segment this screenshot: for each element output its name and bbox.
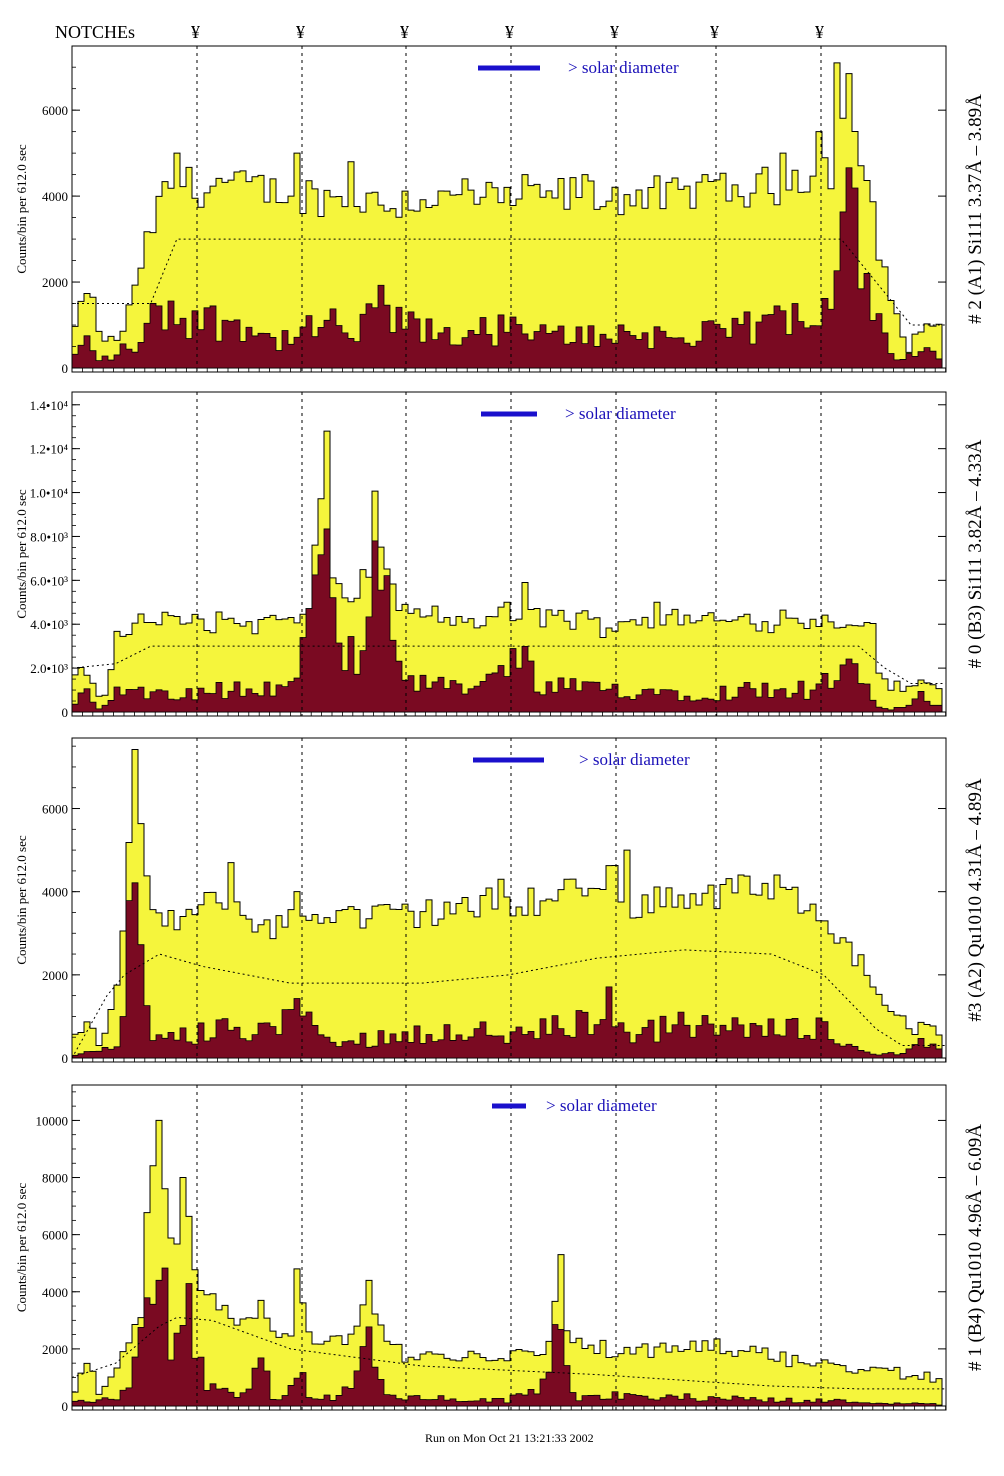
detail-counts-histogram (71, 528, 943, 713)
detail-counts-histogram (71, 882, 943, 1059)
chart-panels: 0 2000 4000 6000 Counts/bin per 612.0 sec # 2… (14, 45, 986, 1414)
y-tick-label: 1.4•10⁴ (30, 398, 69, 413)
panel-3: 0 2000 4000 6000 Counts/bin per 612.0 sec #3 … (14, 737, 986, 1066)
y-tick-label: 2000 (42, 968, 68, 983)
y-tick-label: 2.0•10³ (30, 661, 68, 676)
y-tick-label: 1.0•10⁴ (30, 486, 69, 501)
solar-diameter-label: > solar diameter (565, 404, 676, 423)
trend-line (72, 238, 946, 326)
solar-diameter-label: > solar diameter (568, 58, 679, 77)
y-tick-label: 0 (62, 705, 69, 720)
notch-markers: ¥ ¥ ¥ ¥ ¥ ¥ ¥ (191, 22, 824, 42)
y-axis-label: Counts/bin per 612.0 sec (14, 835, 29, 964)
y-axis-label: Counts/bin per 612.0 sec (14, 144, 29, 273)
panel-title: # 2 (A1) Si111 3.37Å – 3.89Å (965, 94, 986, 324)
y-tick-label: 4000 (42, 885, 68, 900)
notch-marker-4: ¥ (505, 22, 514, 42)
y-axis-label: Counts/bin per 612.0 sec (14, 1183, 29, 1312)
y-tick-label: 2000 (42, 1342, 68, 1357)
notches-label: NOTCHEs (55, 22, 135, 42)
panel-4: 0 2000 4000 6000 8000 10000 Counts/bin per 612… (14, 1084, 986, 1414)
notch-marker-3: ¥ (400, 22, 409, 42)
solar-diameter-label: > solar diameter (546, 1096, 657, 1115)
y-tick-label: 6.0•10³ (30, 573, 68, 588)
panel-1: 0 2000 4000 6000 Counts/bin per 612.0 sec # 2… (14, 45, 986, 376)
y-tick-label: 0 (62, 1051, 69, 1066)
notch-marker-1: ¥ (191, 22, 200, 42)
panel-title: #3 (A2) Qu1010 4.31Å – 4.89Å (965, 778, 986, 1022)
solar-diameter-label: > solar diameter (579, 750, 690, 769)
panel-title: # 1 (B4) Qu1010 4.96Å – 6.09Å (965, 1124, 986, 1371)
y-tick-label: 6000 (42, 103, 68, 118)
y-tick-label: 1.2•10⁴ (30, 442, 69, 457)
y-tick-label: 8.0•10³ (30, 529, 68, 544)
detail-counts-histogram (71, 167, 943, 369)
total-counts-histogram (71, 749, 943, 1059)
y-tick-label: 6000 (42, 1228, 68, 1243)
run-timestamp: Run on Mon Oct 21 13:21:33 2002 (425, 1431, 594, 1445)
panel-title: # 0 (B3) Si111 3.82Å – 4.33Å (965, 439, 986, 668)
y-tick-label: 0 (62, 361, 69, 376)
y-tick-label: 4000 (42, 189, 68, 204)
y-tick-label: 0 (62, 1399, 69, 1414)
notch-marker-5: ¥ (610, 22, 619, 42)
y-tick-label: 6000 (42, 802, 68, 817)
notch-marker-7: ¥ (815, 22, 824, 42)
panel-2: 0 2.0•10³ 4.0•10³ 6.0•10³ 8.0•10³ 1.0•10⁴ 1.2•… (14, 391, 986, 720)
y-tick-label: 4000 (42, 1285, 68, 1300)
notch-marker-6: ¥ (710, 22, 719, 42)
trend-line (71, 645, 946, 684)
trend-line (71, 1316, 946, 1390)
y-tick-label: 4.0•10³ (30, 617, 68, 632)
y-tick-label: 2000 (42, 275, 68, 290)
notch-marker-2: ¥ (296, 22, 305, 42)
y-tick-label: 10000 (36, 1113, 69, 1128)
total-counts-histogram (71, 430, 943, 713)
detail-counts-histogram (71, 1267, 943, 1407)
y-tick-label: 8000 (42, 1171, 68, 1186)
y-axis-label: Counts/bin per 612.0 sec (14, 489, 29, 618)
total-counts-histogram (71, 62, 943, 369)
